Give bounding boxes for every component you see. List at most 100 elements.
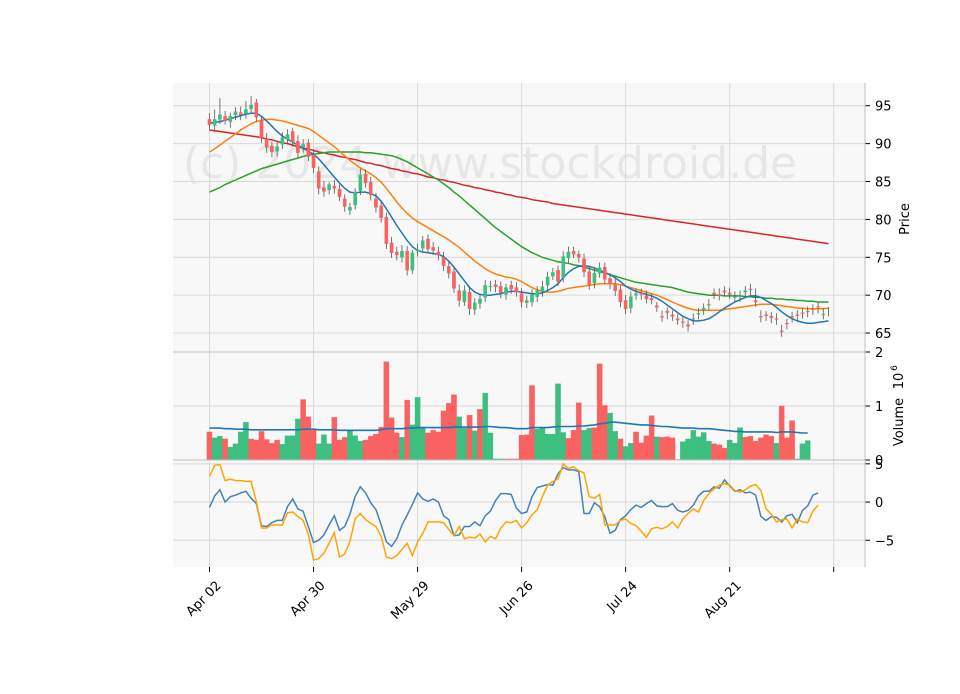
volume-bar — [752, 440, 759, 461]
volume-bar — [664, 436, 670, 461]
candle-body — [306, 142, 311, 157]
volume-bar — [217, 436, 223, 461]
candle-body — [509, 285, 513, 290]
volume-bar — [269, 443, 275, 461]
candle-body — [707, 304, 711, 306]
candle-body — [681, 321, 685, 323]
candle-body — [498, 285, 503, 294]
candle-body — [566, 251, 571, 259]
volume-bar — [742, 437, 749, 461]
volume-bar — [336, 439, 343, 461]
candle-body — [759, 316, 763, 318]
volume-bar — [253, 439, 260, 461]
candle-body — [254, 102, 259, 118]
volume-bar — [607, 412, 613, 461]
volume-bar — [258, 431, 265, 461]
candle-body — [452, 271, 456, 289]
candle-body — [733, 296, 737, 298]
candle-body — [785, 323, 789, 325]
volume-bar — [648, 415, 655, 461]
volume-bar — [487, 432, 494, 461]
volume-bar — [539, 427, 546, 461]
volume-bar — [243, 422, 249, 461]
candle-body — [327, 184, 331, 191]
price-tick-label: 65 — [875, 327, 892, 342]
volume-bar — [555, 383, 561, 461]
price-tick-label: 85 — [875, 176, 892, 191]
candle-body — [748, 288, 753, 291]
volume-bar — [659, 437, 665, 461]
volume-bar — [716, 444, 723, 461]
candle-body — [249, 104, 253, 109]
volume-bar — [534, 429, 540, 461]
candle-body — [270, 145, 274, 153]
candle-body — [337, 188, 342, 197]
volume-bar — [461, 427, 468, 461]
candle-body — [514, 287, 519, 293]
volume-bar — [784, 437, 790, 461]
candle-body — [259, 120, 264, 138]
volume-bar — [420, 427, 426, 461]
candle-body — [238, 112, 243, 116]
candle-body — [358, 174, 363, 191]
candle-body — [608, 278, 612, 285]
candle-body — [478, 298, 482, 304]
price-tick-label: 95 — [875, 100, 892, 115]
candle-body — [696, 313, 701, 315]
price-tick-label: 90 — [875, 138, 892, 153]
candle-body — [722, 290, 727, 293]
volume-bar — [362, 439, 369, 461]
volume-bar — [591, 427, 598, 461]
candle-body — [525, 300, 529, 303]
watermark-text: (c) 2024 www.stockdroid.de — [183, 138, 797, 189]
volume-bar — [612, 431, 618, 461]
volume-bar — [274, 439, 280, 461]
volume-bar — [700, 432, 707, 461]
candle-body — [280, 137, 285, 145]
candle-body — [285, 134, 290, 140]
oscillator-panel — [173, 460, 865, 567]
volume-bar — [581, 430, 587, 461]
candle-body — [233, 111, 238, 116]
volume-bar — [378, 426, 384, 461]
candle-body — [556, 269, 560, 282]
candle-body — [790, 316, 794, 318]
candle-body — [613, 283, 618, 291]
candle-body — [811, 308, 815, 310]
candle-body — [363, 173, 368, 184]
candle-body — [738, 295, 742, 297]
volume-bar — [446, 403, 452, 461]
candle-body — [441, 257, 446, 266]
candle-body — [561, 256, 566, 278]
candle-body — [389, 242, 394, 253]
volume-bar — [394, 432, 400, 461]
volume-bar — [435, 431, 442, 461]
candle-body — [379, 205, 383, 219]
volume-bar — [685, 438, 691, 461]
volume-bar — [550, 433, 556, 461]
candle-body — [342, 198, 347, 207]
volume-tick-label: 2 — [875, 346, 883, 361]
volume-bar — [310, 428, 317, 461]
candle-body — [353, 191, 357, 206]
candle-body — [603, 266, 607, 280]
candle-body — [800, 312, 805, 314]
volume-bar — [352, 435, 358, 461]
volume-bar — [409, 424, 416, 461]
candle-body — [290, 131, 295, 143]
candle-body — [483, 285, 487, 298]
candle-body — [805, 310, 810, 313]
volume-bar — [347, 429, 353, 461]
volume-bar — [758, 437, 764, 461]
volume-bar — [211, 437, 218, 461]
candle-body — [374, 198, 378, 208]
volume-bar — [638, 442, 644, 461]
candle-body — [426, 238, 430, 250]
volume-bar — [388, 417, 395, 461]
candle-body — [275, 146, 279, 152]
candle-body — [686, 324, 690, 327]
candle-body — [436, 251, 441, 256]
candle-body — [655, 305, 659, 308]
